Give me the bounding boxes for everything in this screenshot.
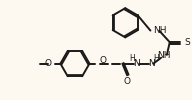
Text: O: O — [124, 77, 131, 86]
Text: O: O — [45, 59, 52, 68]
Text: NH: NH — [157, 51, 171, 60]
Text: N: N — [133, 59, 140, 68]
Text: N: N — [148, 59, 155, 68]
Text: O: O — [100, 56, 107, 65]
Text: NH: NH — [153, 26, 167, 35]
Text: H: H — [153, 54, 159, 63]
Text: H: H — [129, 54, 135, 63]
Text: S: S — [184, 38, 190, 47]
